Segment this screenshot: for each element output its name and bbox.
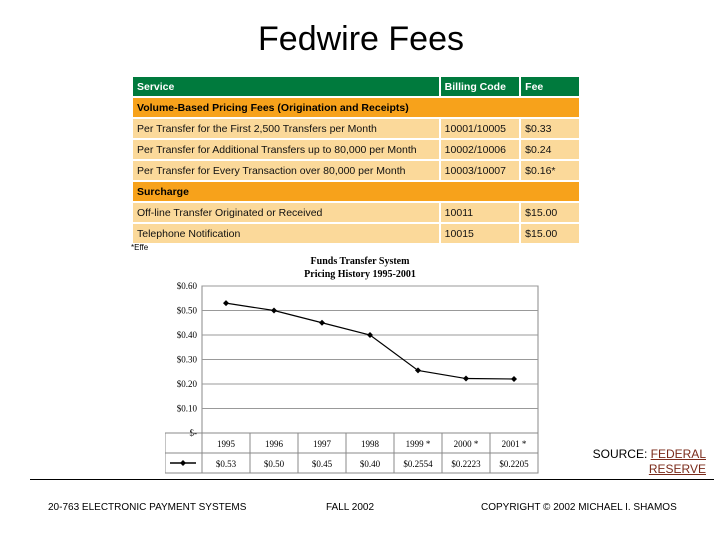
fee-cell: $15.00 [521,224,579,243]
source-label: SOURCE: [592,447,648,461]
billing-code-cell: 10015 [440,224,520,243]
data-label: $0.45 [312,459,333,469]
chart-title: Funds Transfer System [310,256,410,267]
billing-code-cell: 10002/10006 [440,140,520,159]
service-cell: Per Transfer for the First 2,500 Transfe… [133,119,439,138]
series-line-layer [223,300,517,382]
fee-cell: $0.33 [521,119,579,138]
table-footnote: *Effe [131,243,149,252]
y-tick-label: $0.10 [177,404,198,414]
source-link[interactable]: FEDERAL RESERVE [648,447,706,476]
section-row-surcharge: Surcharge [133,182,579,201]
table-header-row: Service Billing Code Fee [133,77,579,96]
data-point [271,307,277,314]
column-header-billing-code: Billing Code [440,77,520,96]
fee-cell: $15.00 [521,203,579,222]
section-row-volume: Volume-Based Pricing Fees (Origination a… [133,98,579,117]
fee-cell: $0.24 [521,140,579,159]
y-tick-label: $0.60 [177,281,198,291]
data-label: $0.50 [264,459,285,469]
source-note: SOURCE: FEDERAL RESERVE [560,447,706,477]
data-point [367,332,373,338]
data-label: $0.2223 [451,459,481,469]
chart-data-table: 1995 $0.53 1996 $0.50 1997 $0.45 1998 $0.40 1999… [165,432,539,474]
data-point [415,367,421,374]
billing-code-cell: 10011 [440,203,520,222]
y-tick-label: $0.30 [177,355,198,365]
table-row: Per Transfer for Additional Transfers up… [133,140,579,159]
data-point [511,375,517,382]
column-header-fee: Fee [521,77,579,96]
x-tick-label: 1999 * [406,439,431,449]
footer-copyright: COPYRIGHT © 2002 MICHAEL I. SHAMOS [481,502,677,513]
data-label: $0.53 [216,459,237,469]
legend-key-marker [180,460,186,466]
service-cell: Off-line Transfer Originated or Received [133,203,439,222]
billing-code-cell: 10003/10007 [440,161,520,180]
fee-table: Service Billing Code Fee Volume-Based Pr… [131,75,581,245]
x-tick-label: 2001 * [502,439,527,449]
table-row: Off-line Transfer Originated or Received… [133,203,579,222]
y-tick-label: $0.40 [177,330,198,340]
data-label: $0.2554 [403,459,433,469]
x-tick-label: 1996 [265,439,284,449]
series-line [225,302,515,380]
data-point [319,319,325,326]
service-cell: Telephone Notification [133,224,439,243]
y-tick-label: $0.50 [177,306,198,316]
section-label: Surcharge [133,182,579,201]
x-tick-label: 1995 [217,439,236,449]
y-tick-label: $0.20 [177,379,198,389]
footer-term: FALL 2002 [326,502,375,513]
service-cell: Per Transfer for Additional Transfers up… [133,140,439,159]
grid-layer: $0.60$0.50$0.40$0.30$0.20$0.10$- [177,281,539,438]
table-row: Per Transfer for Every Transaction over … [133,161,579,180]
table-row: Telephone Notification 10015 $15.00 [133,224,579,243]
data-label: $0.2205 [499,459,529,469]
x-tick-label: 1998 [361,439,380,449]
x-tick-label: 1997 [313,439,332,449]
data-point [223,300,229,307]
billing-code-cell: 10001/10005 [440,119,520,138]
data-point [463,375,469,382]
footer-course: 20-763 ELECTRONIC PAYMENT SYSTEMS [48,502,247,513]
section-label: Volume-Based Pricing Fees (Origination a… [133,98,579,117]
service-cell: Per Transfer for Every Transaction over … [133,161,439,180]
data-label: $0.40 [360,459,381,469]
slide-title: Fedwire Fees [258,20,464,58]
chart-subtitle: Pricing History 1995-2001 [304,269,416,280]
pricing-history-chart: $0.60$0.50$0.40$0.30$0.20$0.10$- 1995$0.… [165,281,539,474]
footer-divider [30,479,714,480]
table-row: Per Transfer for the First 2,500 Transfe… [133,119,579,138]
x-tick-label: 2000 * [454,439,479,449]
fee-cell: $0.16* [521,161,579,180]
chart-title-block: Funds Transfer System Pricing History 19… [260,255,460,281]
column-header-service: Service [133,77,439,96]
